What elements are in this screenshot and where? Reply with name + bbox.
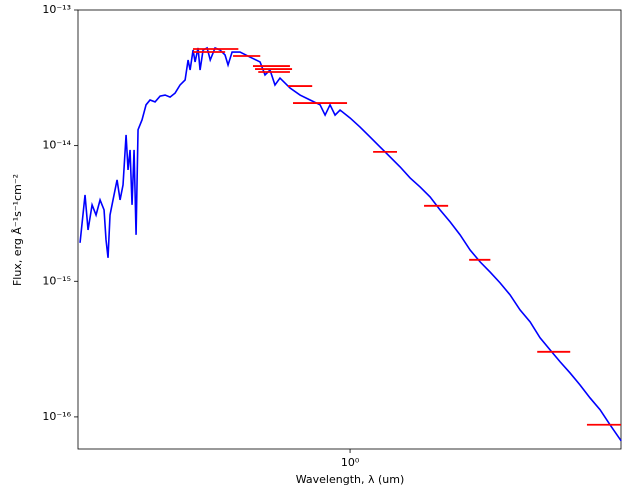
plot-frame [77, 9, 622, 450]
y-axis-label: Flux, erg Å⁻¹s⁻¹cm⁻² [11, 174, 24, 286]
y-tick-label: 10⁻¹⁶ [42, 410, 71, 423]
y-tick-label: 10⁻¹³ [42, 3, 71, 16]
y-tick-label: 10⁻¹⁵ [42, 274, 71, 287]
y-tick-label: 10⁻¹⁴ [42, 139, 71, 152]
x-axis-label: Wavelength, λ (um) [296, 473, 405, 486]
model-spectrum [79, 46, 622, 442]
x-tick-label: 10⁰ [341, 456, 360, 469]
